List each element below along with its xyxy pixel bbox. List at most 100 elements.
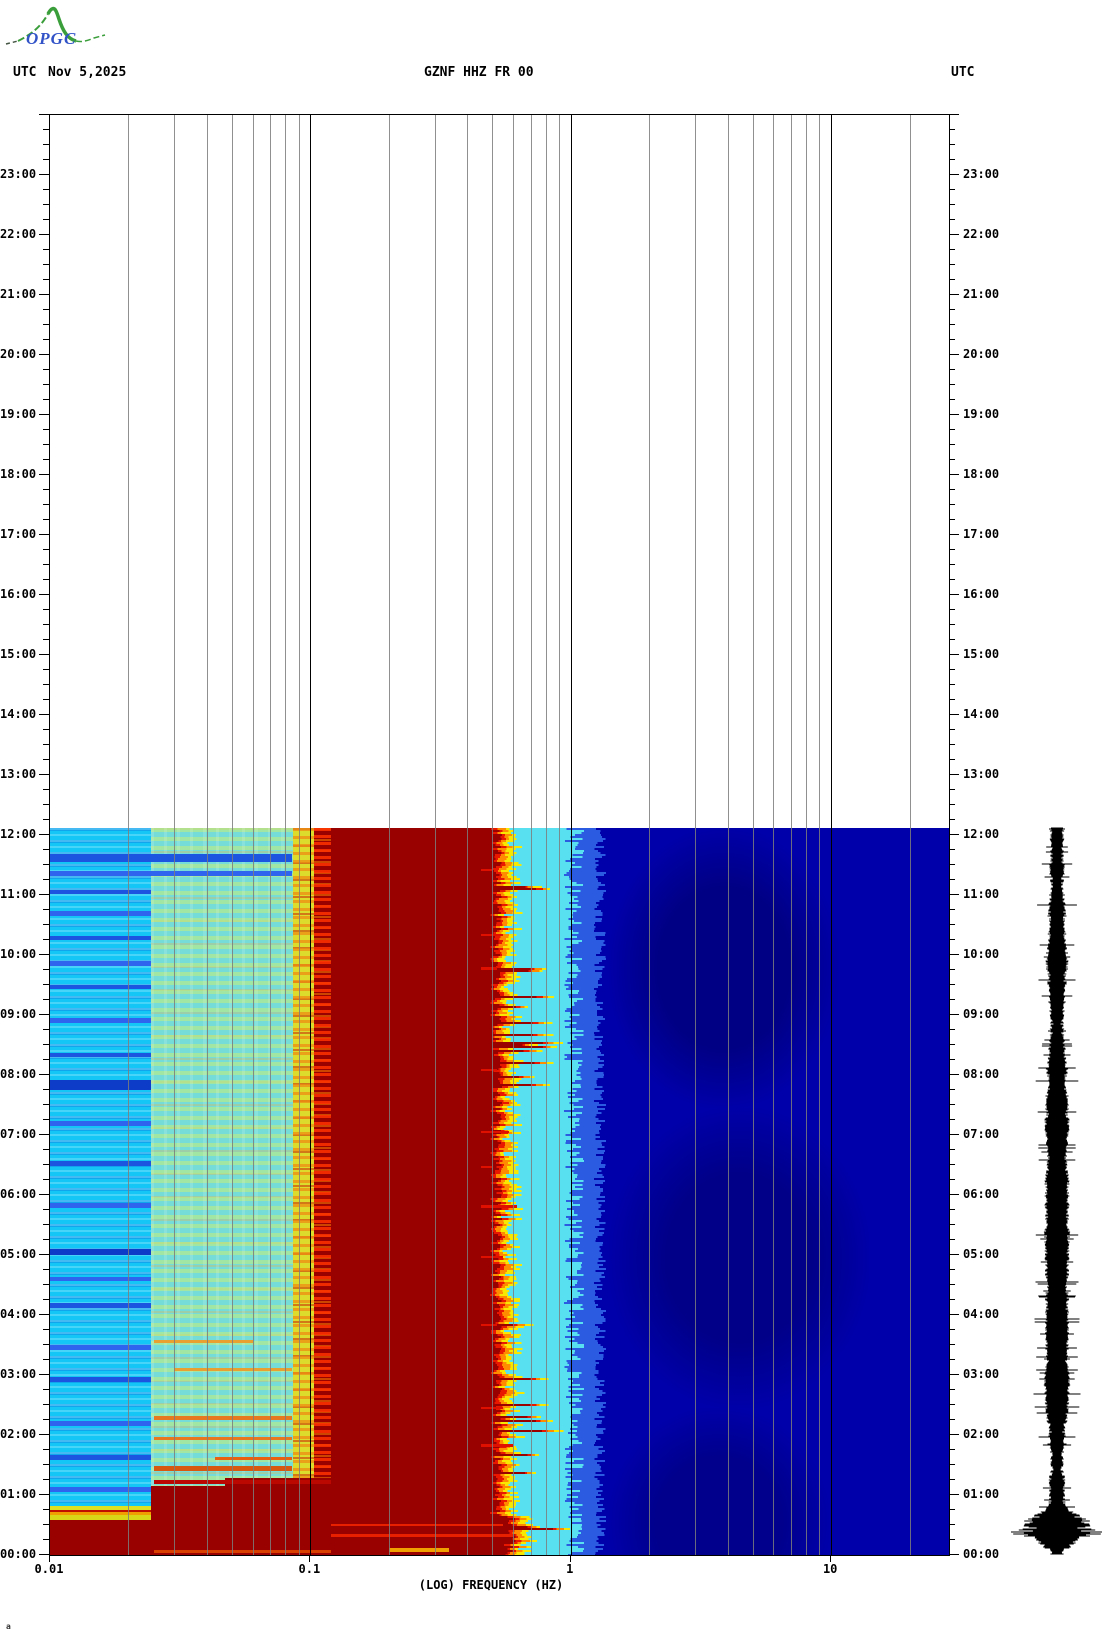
fringe-noise-row [490, 1526, 609, 1528]
fringe-noise-row [490, 836, 609, 838]
gridline-minor [773, 115, 775, 1555]
y-tick-major-right [949, 1314, 959, 1315]
hour-label-left: 20:00 [0, 347, 37, 361]
fringe-noise-row [490, 868, 609, 870]
fringe-noise-row [490, 990, 609, 992]
y-tick-minor-left [43, 384, 49, 385]
y-tick-minor-right [949, 1029, 955, 1030]
fringe-noise-row [490, 866, 609, 868]
fringe-noise-row [490, 996, 609, 998]
fringe-noise-row [490, 970, 609, 972]
fringe-noise-row [490, 854, 609, 856]
fringe-noise-row [490, 1510, 609, 1512]
fringe-noise-row [490, 1130, 609, 1132]
fringe-noise-row [490, 1438, 609, 1440]
y-tick-minor-right [949, 144, 955, 145]
hour-label-right: 21:00 [963, 287, 1000, 301]
fringe-noise-row [490, 1202, 609, 1204]
fringe-noise-row [490, 1398, 609, 1400]
fringe-noise-row [490, 1306, 609, 1308]
fringe-noise-row [490, 1256, 609, 1258]
spectrogram-streak [480, 1443, 513, 1447]
fringe-noise-row [490, 926, 609, 928]
fringe-noise-row [490, 876, 609, 878]
darkred-left-edge-stripes [313, 828, 331, 1555]
fringe-noise-row [490, 1086, 609, 1088]
hour-label-left: 12:00 [0, 827, 37, 841]
fringe-noise-row [490, 1506, 609, 1508]
fringe-noise-row [490, 1314, 609, 1316]
y-tick-minor-right [949, 1119, 955, 1120]
fringe-noise-row [490, 1470, 609, 1472]
hour-label-right: 00:00 [963, 1547, 1000, 1561]
fringe-noise-row [490, 942, 609, 944]
navy-mottle-patch [608, 1408, 829, 1555]
fringe-noise-row [490, 1334, 609, 1336]
fringe-noise-row [490, 1504, 609, 1506]
gridline-minor [649, 115, 651, 1555]
y-tick-major-right [949, 654, 959, 655]
fringe-noise-row [490, 1384, 609, 1386]
y-tick-major-left [39, 354, 49, 355]
fringe-noise-row [490, 1000, 609, 1002]
fringe-noise-row [490, 1062, 609, 1064]
fringe-noise-row [490, 1554, 609, 1555]
y-tick-minor-left [43, 489, 49, 490]
hour-label-left: 15:00 [0, 647, 37, 661]
hour-label-left: 08:00 [0, 1067, 37, 1081]
fringe-noise-row [490, 1280, 609, 1282]
hour-label-right: 02:00 [963, 1427, 1000, 1441]
fringe-noise-row [490, 1408, 609, 1410]
band-navy [608, 828, 949, 1555]
y-tick-minor-left [43, 1284, 49, 1285]
y-tick-major-right [949, 1014, 959, 1015]
fringe-noise-row [490, 924, 609, 926]
spectrogram-stripe [50, 1249, 152, 1255]
y-tick-minor-right [949, 864, 955, 865]
fringe-noise-row [490, 1298, 609, 1300]
fringe-noise-row [490, 1382, 609, 1384]
y-tick-minor-left [43, 1299, 49, 1300]
fringe-noise-row [490, 1430, 609, 1432]
hour-label-right: 16:00 [963, 587, 1000, 601]
fringe-noise-row [490, 954, 609, 956]
y-tick-major-left [39, 174, 49, 175]
y-tick-minor-right [949, 369, 955, 370]
y-tick-minor-left [43, 684, 49, 685]
fringe-noise-row [490, 1026, 609, 1028]
fringe-noise-row [490, 992, 609, 994]
seismogram-trace [1011, 827, 1102, 1555]
fringe-noise-row [490, 1528, 609, 1530]
y-tick-major-left [39, 1254, 49, 1255]
fringe-noise-row [490, 1180, 609, 1182]
fringe-noise-row [490, 1466, 609, 1468]
fringe-noise-row [490, 1512, 609, 1514]
fringe-noise-row [490, 1120, 609, 1122]
fringe-noise-row [490, 1316, 609, 1318]
y-tick-minor-left [43, 279, 49, 280]
y-tick-major-right [949, 774, 959, 775]
y-tick-major-left [39, 714, 49, 715]
fringe-noise-row [490, 1204, 609, 1206]
hour-label-right: 06:00 [963, 1187, 1000, 1201]
fringe-noise-row [490, 1422, 609, 1424]
y-tick-minor-left [43, 984, 49, 985]
fringe-noise-row [490, 1246, 609, 1248]
fringe-noise-row [490, 1494, 609, 1496]
hour-label-right: 10:00 [963, 947, 1000, 961]
y-tick-minor-right [949, 969, 955, 970]
fringe-noise-row [490, 1490, 609, 1492]
fringe-noise-row [490, 1060, 609, 1062]
fringe-noise-row [490, 1498, 609, 1500]
fringe-noise-row [490, 900, 609, 902]
fringe-noise-row [490, 1178, 609, 1180]
y-tick-minor-left [43, 1044, 49, 1045]
y-tick-minor-right [949, 219, 955, 220]
y-tick-minor-left [43, 1269, 49, 1270]
y-tick-minor-right [949, 729, 955, 730]
fringe-noise-row [490, 1426, 609, 1428]
hour-label-left: 05:00 [0, 1247, 37, 1261]
gridline-minor [285, 115, 287, 1555]
y-tick-minor-left [43, 1239, 49, 1240]
fringe-noise-row [490, 1016, 609, 1018]
